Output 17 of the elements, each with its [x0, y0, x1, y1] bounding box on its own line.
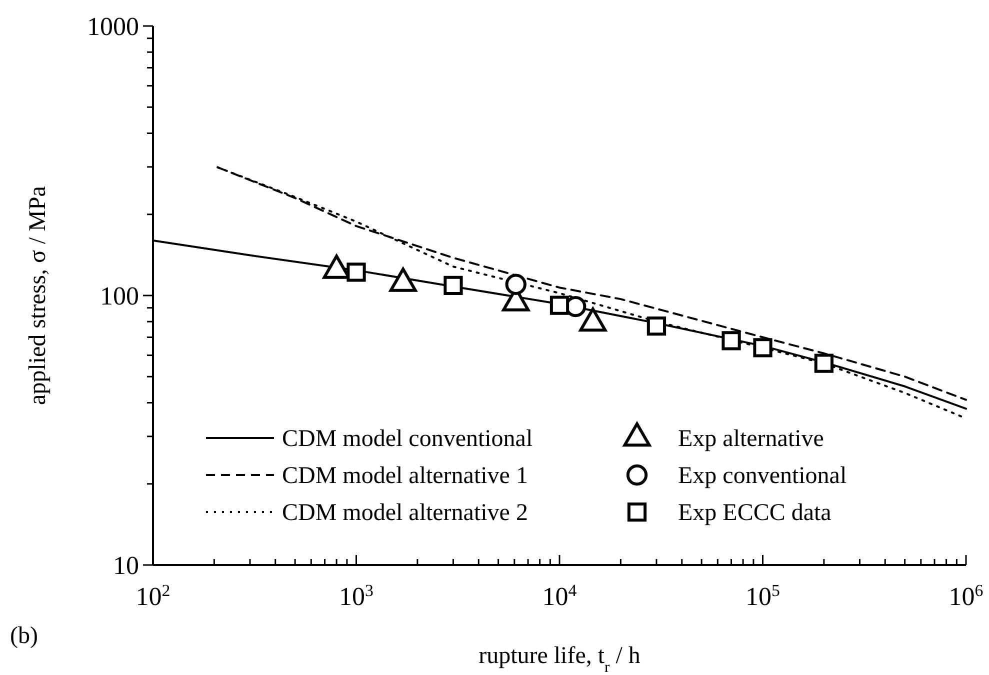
legend-label: Exp alternative — [678, 426, 824, 452]
x-tick-label: 10$^{6}$ — [948, 580, 984, 611]
y-tick-label: 10 — [113, 551, 139, 580]
legend-label: CDM model alternative 1 — [282, 463, 528, 489]
text: (b) — [10, 623, 38, 649]
legend-label: CDM model alternative 2 — [282, 500, 528, 526]
x-tick-label: 10$^{3}$ — [339, 580, 374, 611]
y-tick-label: 1000 — [87, 12, 139, 41]
legend-label: CDM model conventional — [282, 426, 533, 452]
x-tick-label: 10$^{5}$ — [746, 580, 780, 611]
x-tick-label: 10$^{2}$ — [136, 580, 170, 611]
legend-label: Exp conventional — [678, 463, 847, 489]
legend-label: Exp ECCC data — [678, 500, 832, 526]
y-axis-title: applied stress, σ / MPa — [25, 186, 51, 405]
y-tick-label: 100 — [100, 282, 139, 310]
x-tick-label: 10$^{4}$ — [542, 580, 578, 611]
x-axis-title: rupture life, t$_{r}$ / h — [478, 643, 640, 675]
